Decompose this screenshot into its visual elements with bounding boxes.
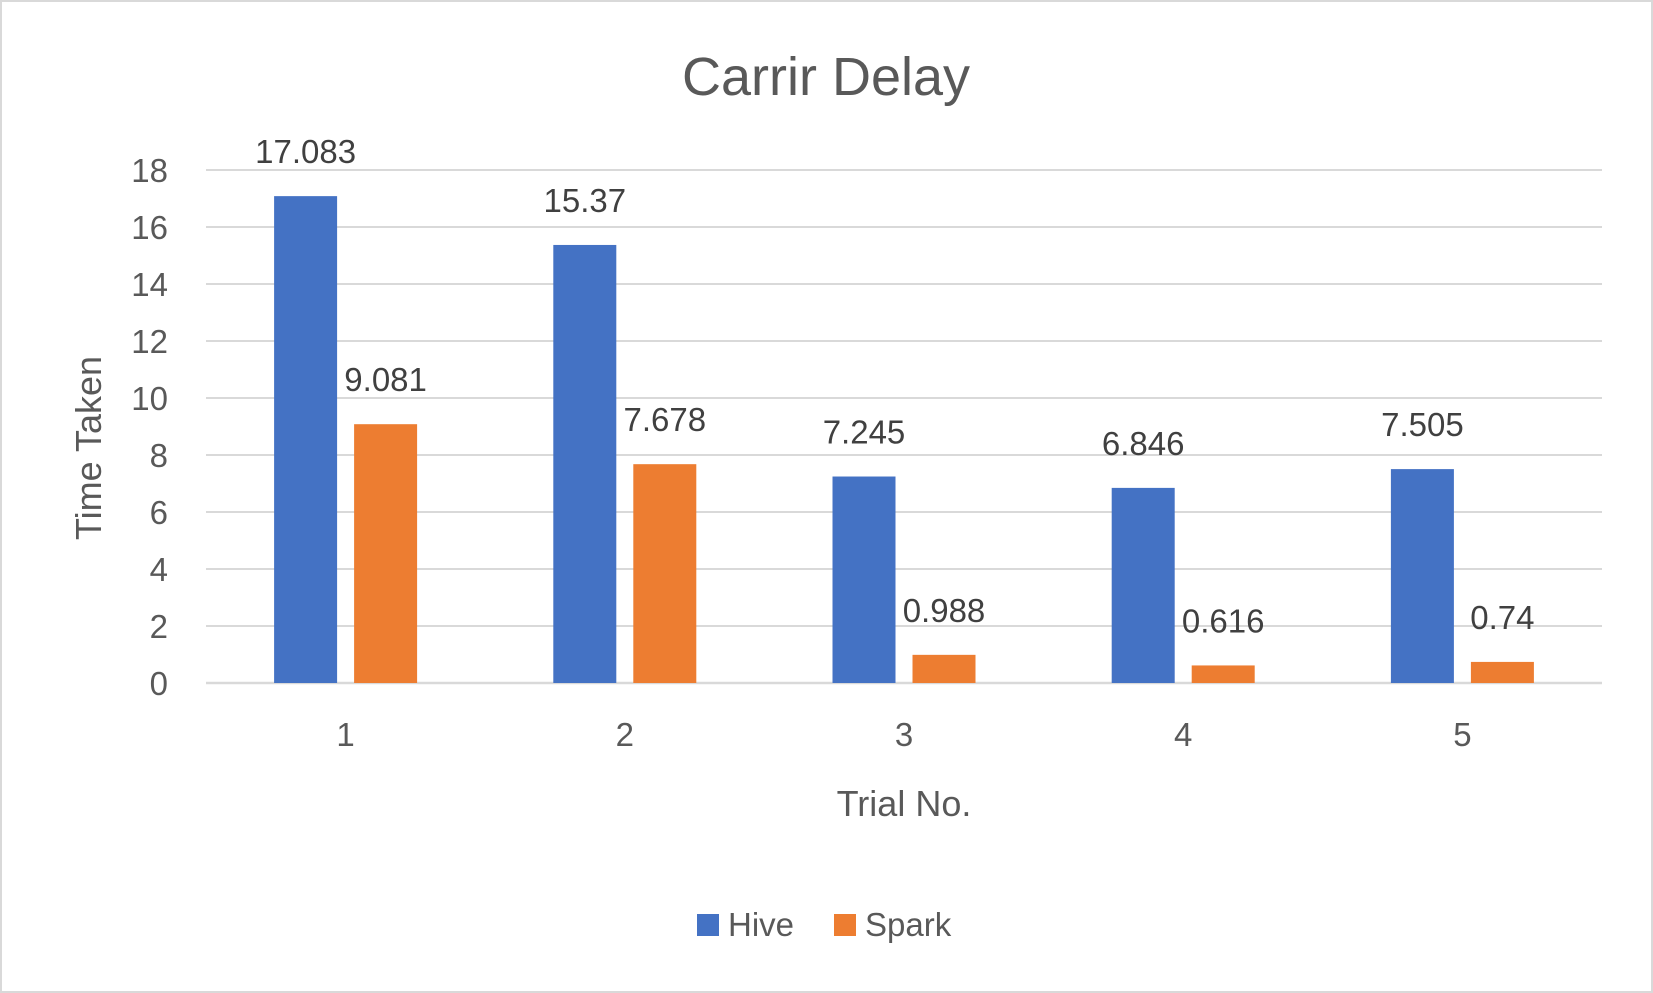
y-axis-ticks: 0 2 4 6 8 10 12 14 16 18: [131, 152, 168, 702]
spark-bar: [912, 654, 976, 683]
data-label: 0.74: [1470, 599, 1534, 636]
x-axis-ticks: 1 2 3 4 5: [336, 716, 1471, 753]
hive-bar: [1111, 487, 1175, 683]
bars: [274, 196, 1534, 683]
legend-label: Spark: [865, 906, 952, 943]
data-label: 7.678: [624, 401, 707, 438]
y-tick-label: 16: [131, 209, 168, 246]
y-tick-label: 0: [150, 665, 168, 702]
y-tick-label: 12: [131, 323, 168, 360]
y-tick-label: 4: [150, 551, 168, 588]
data-label: 15.37: [544, 182, 627, 219]
y-tick-label: 8: [150, 437, 168, 474]
y-tick-label: 2: [150, 608, 168, 645]
x-tick-label: 4: [1174, 716, 1192, 753]
y-tick-label: 6: [150, 494, 168, 531]
data-label: 7.245: [823, 414, 906, 451]
data-labels: 17.083 9.081 15.37 7.678 7.245 0.988 6.846 0.61…: [255, 133, 1534, 639]
hive-bar: [832, 476, 896, 683]
gridlines: [206, 169, 1602, 685]
y-tick-label: 14: [131, 266, 168, 303]
x-tick-label: 5: [1453, 716, 1471, 753]
y-tick-label: 18: [131, 152, 168, 189]
hive-bar: [553, 244, 617, 683]
x-axis-label: Trial No.: [837, 783, 972, 824]
x-tick-label: 3: [895, 716, 913, 753]
data-label: 7.505: [1381, 406, 1464, 443]
legend-label: Hive: [728, 906, 794, 943]
legend: Hive Spark: [697, 906, 952, 943]
spark-bar: [1470, 661, 1534, 683]
data-label: 0.988: [903, 592, 986, 629]
spark-bar: [1191, 665, 1255, 683]
chart-title: Carrir Delay: [682, 47, 970, 107]
spark-bar: [633, 464, 697, 683]
y-tick-label: 10: [131, 380, 168, 417]
y-axis-label: Time Taken: [68, 356, 109, 540]
spark-legend-swatch: [834, 914, 856, 936]
data-label: 9.081: [344, 361, 427, 398]
x-tick-label: 2: [616, 716, 634, 753]
hive-bar: [274, 196, 338, 683]
hive-bar: [1390, 469, 1454, 683]
x-tick-label: 1: [336, 716, 354, 753]
spark-bar: [354, 424, 418, 683]
data-label: 6.846: [1102, 425, 1185, 462]
data-label: 17.083: [255, 133, 356, 170]
data-label: 0.616: [1182, 602, 1265, 639]
hive-legend-swatch: [697, 914, 719, 936]
